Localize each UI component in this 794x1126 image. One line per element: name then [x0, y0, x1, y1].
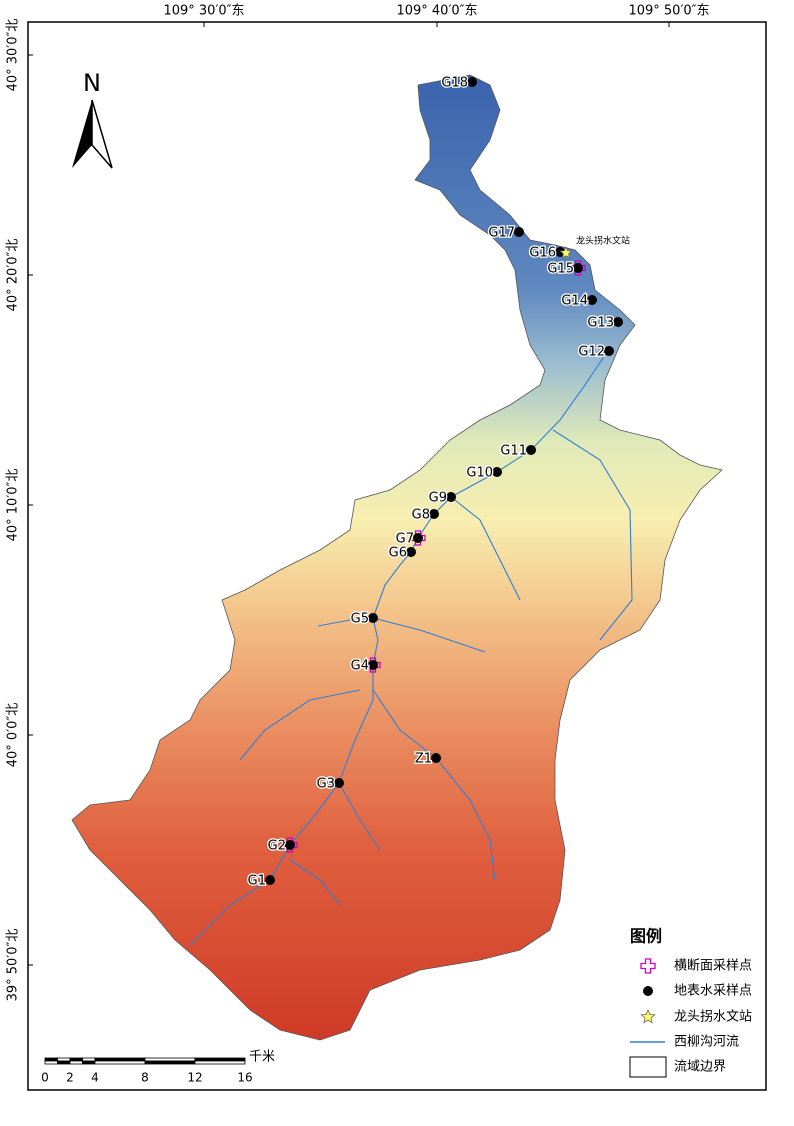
legend-label: 西柳沟河流 — [674, 1035, 739, 1050]
scale-bar-segment — [69, 1057, 83, 1062]
site-marker — [265, 875, 275, 885]
river — [338, 782, 381, 851]
site-label: G17 — [488, 226, 515, 241]
latitude-label: 40° 0′0″北 — [6, 703, 21, 768]
river — [450, 496, 521, 601]
legend-label: 龙头拐水文站 — [674, 1010, 752, 1025]
site-marker — [514, 227, 524, 237]
site-label: G13 — [587, 316, 614, 331]
scale-bar-label: 16 — [237, 1071, 252, 1085]
site-label: G18 — [441, 76, 468, 91]
scale-bar-label: 2 — [66, 1071, 74, 1085]
scale-bar-segment — [94, 1057, 146, 1062]
longitude-label: 109° 30′0″东 — [163, 4, 244, 19]
latitude-label: 40° 20′0″北 — [6, 239, 21, 312]
site-label: G1 — [248, 874, 266, 889]
site-marker — [467, 77, 477, 87]
longitude-label: 109° 50′0″东 — [628, 4, 709, 19]
site-label: G8 — [412, 508, 430, 523]
site-marker — [526, 445, 536, 455]
arrow-left — [72, 100, 92, 168]
scale-bar-segment — [57, 1057, 71, 1062]
site-marker — [573, 263, 583, 273]
site-marker — [604, 346, 614, 356]
scale-bar-segment — [57, 1060, 71, 1065]
river — [189, 354, 606, 946]
legend-label: 横断面采样点 — [674, 959, 752, 974]
site-marker — [555, 247, 565, 257]
scale-bar-label: 4 — [91, 1071, 99, 1085]
site-label: Z1 — [415, 752, 432, 767]
scale-bar-segment — [94, 1060, 146, 1065]
north-arrow: N — [72, 69, 113, 169]
river — [317, 617, 374, 627]
scale-bar-segment — [144, 1060, 196, 1065]
site-label: G3 — [317, 777, 335, 792]
latitude-label: 40° 10′0″北 — [6, 469, 21, 542]
site-label: G12 — [578, 345, 605, 360]
site-label: G15 — [547, 262, 574, 277]
site-label: G6 — [389, 546, 407, 561]
latitude-label: 40° 30′0″北 — [6, 19, 21, 92]
river — [289, 859, 341, 906]
legend-symbol — [640, 1008, 656, 1024]
scale-bar-label: 8 — [141, 1071, 149, 1085]
scale-bar-segment — [82, 1060, 96, 1065]
site-marker — [613, 317, 623, 327]
site-marker — [429, 509, 439, 519]
scale-bar-segment — [144, 1057, 196, 1062]
site-label: G5 — [351, 612, 369, 627]
scale-bar-segment — [44, 1060, 58, 1065]
site-marker — [406, 547, 416, 557]
site-label: G10 — [466, 466, 493, 481]
site-label: G9 — [429, 491, 447, 506]
site-label: G2 — [268, 839, 286, 854]
legend-label: 流域边界 — [674, 1060, 726, 1075]
legend-label: 地表水采样点 — [674, 984, 752, 999]
site-marker — [368, 660, 378, 670]
site-marker — [587, 295, 597, 305]
site-marker — [285, 840, 295, 850]
river — [372, 689, 496, 881]
station-label: 龙头拐水文站 — [576, 235, 630, 247]
site-label: G11 — [500, 444, 527, 459]
legend-title: 图例 — [630, 927, 662, 946]
scale-bar-segment — [194, 1060, 246, 1065]
site-marker — [446, 492, 456, 502]
arrow-right — [91, 99, 113, 169]
site-label: G14 — [561, 294, 588, 309]
scale-bar-label: 12 — [187, 1071, 202, 1085]
rivers — [189, 354, 633, 946]
scale-bar-unit: 千米 — [249, 1050, 275, 1065]
site-marker — [334, 778, 344, 788]
scale-bar-segment — [194, 1057, 246, 1062]
legend-symbol — [643, 986, 653, 996]
river — [239, 689, 361, 761]
river — [552, 429, 633, 641]
site-label: G7 — [396, 532, 414, 547]
site-label: G4 — [351, 659, 369, 674]
legend-symbol — [640, 958, 656, 974]
longitude-label: 109° 40′0″东 — [396, 4, 477, 19]
site-marker — [492, 467, 502, 477]
site-marker — [431, 753, 441, 763]
scale-bar-segment — [44, 1057, 58, 1062]
scale-bar-segment — [69, 1060, 83, 1065]
station-marker — [559, 245, 573, 259]
scale-bar-segment — [82, 1057, 96, 1062]
site-label: G16 — [529, 246, 556, 261]
scale-bar-label: 0 — [41, 1071, 49, 1085]
legend-symbol — [629, 1056, 667, 1078]
river — [372, 617, 486, 653]
site-marker — [368, 613, 378, 623]
basin — [71, 74, 723, 1041]
site-marker — [413, 533, 423, 543]
latitude-label: 39° 50′0″北 — [6, 929, 21, 1002]
north-label: N — [83, 69, 101, 97]
